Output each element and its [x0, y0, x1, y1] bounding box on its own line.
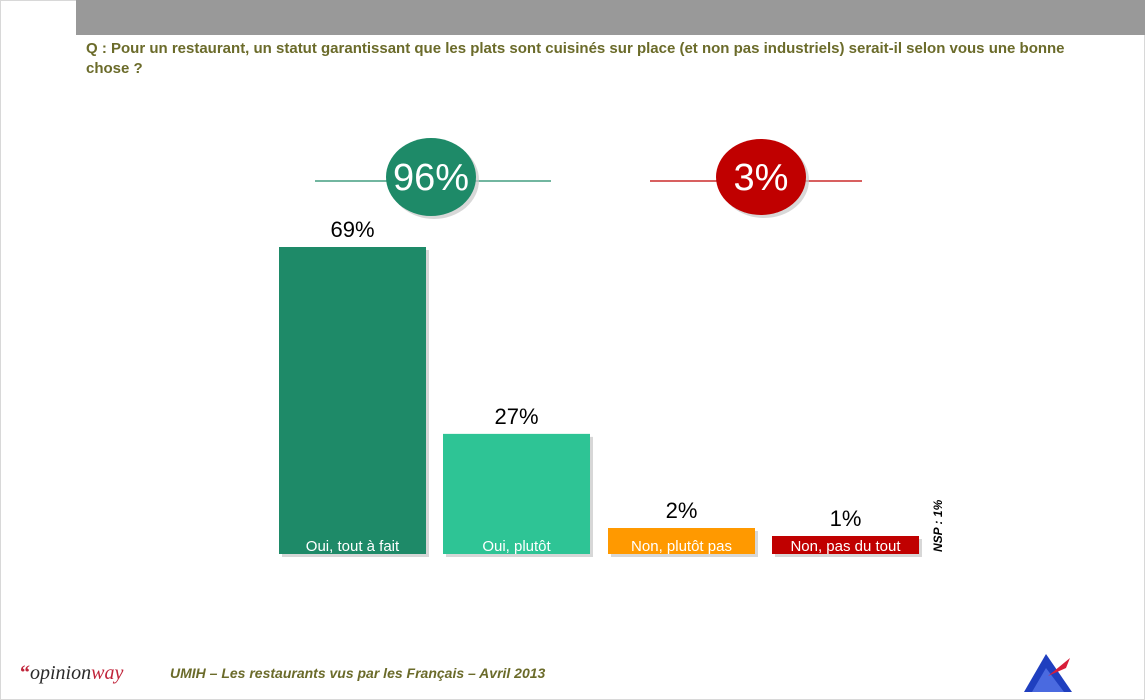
header-bar	[76, 0, 1145, 35]
umih-logo-icon	[1024, 654, 1072, 692]
opinionway-logo: “opinionway	[20, 662, 123, 685]
category-label-4: Non, pas du tout	[790, 538, 901, 555]
negative-total-label: 3%	[734, 157, 789, 199]
category-label-1: Oui, tout à fait	[306, 538, 400, 555]
value-label-1: 69%	[330, 217, 374, 242]
positive-total-label: 96%	[393, 157, 469, 199]
logo-quote: “	[20, 662, 30, 684]
footer-caption: UMIH – Les restaurants vus par les Franç…	[170, 665, 546, 681]
category-label-3: Non, plutôt pas	[631, 538, 732, 555]
bar-3	[608, 528, 755, 554]
nsp-annotation: NSP : 1%	[931, 499, 945, 552]
logo-main-text: opinion	[30, 662, 92, 684]
value-label-2: 27%	[494, 404, 538, 429]
bar-2	[443, 433, 590, 554]
value-label-4: 1%	[830, 506, 862, 531]
value-label-3: 2%	[666, 498, 698, 523]
negative-total-circle	[716, 139, 806, 215]
bar-1	[279, 247, 426, 554]
bar-4	[772, 536, 919, 554]
question-text: Q : Pour un restaurant, un statut garant…	[86, 40, 1065, 77]
positive-total-circle	[386, 138, 476, 216]
logo-accent-text: way	[91, 662, 124, 684]
category-label-2: Oui, plutôt	[482, 538, 551, 555]
